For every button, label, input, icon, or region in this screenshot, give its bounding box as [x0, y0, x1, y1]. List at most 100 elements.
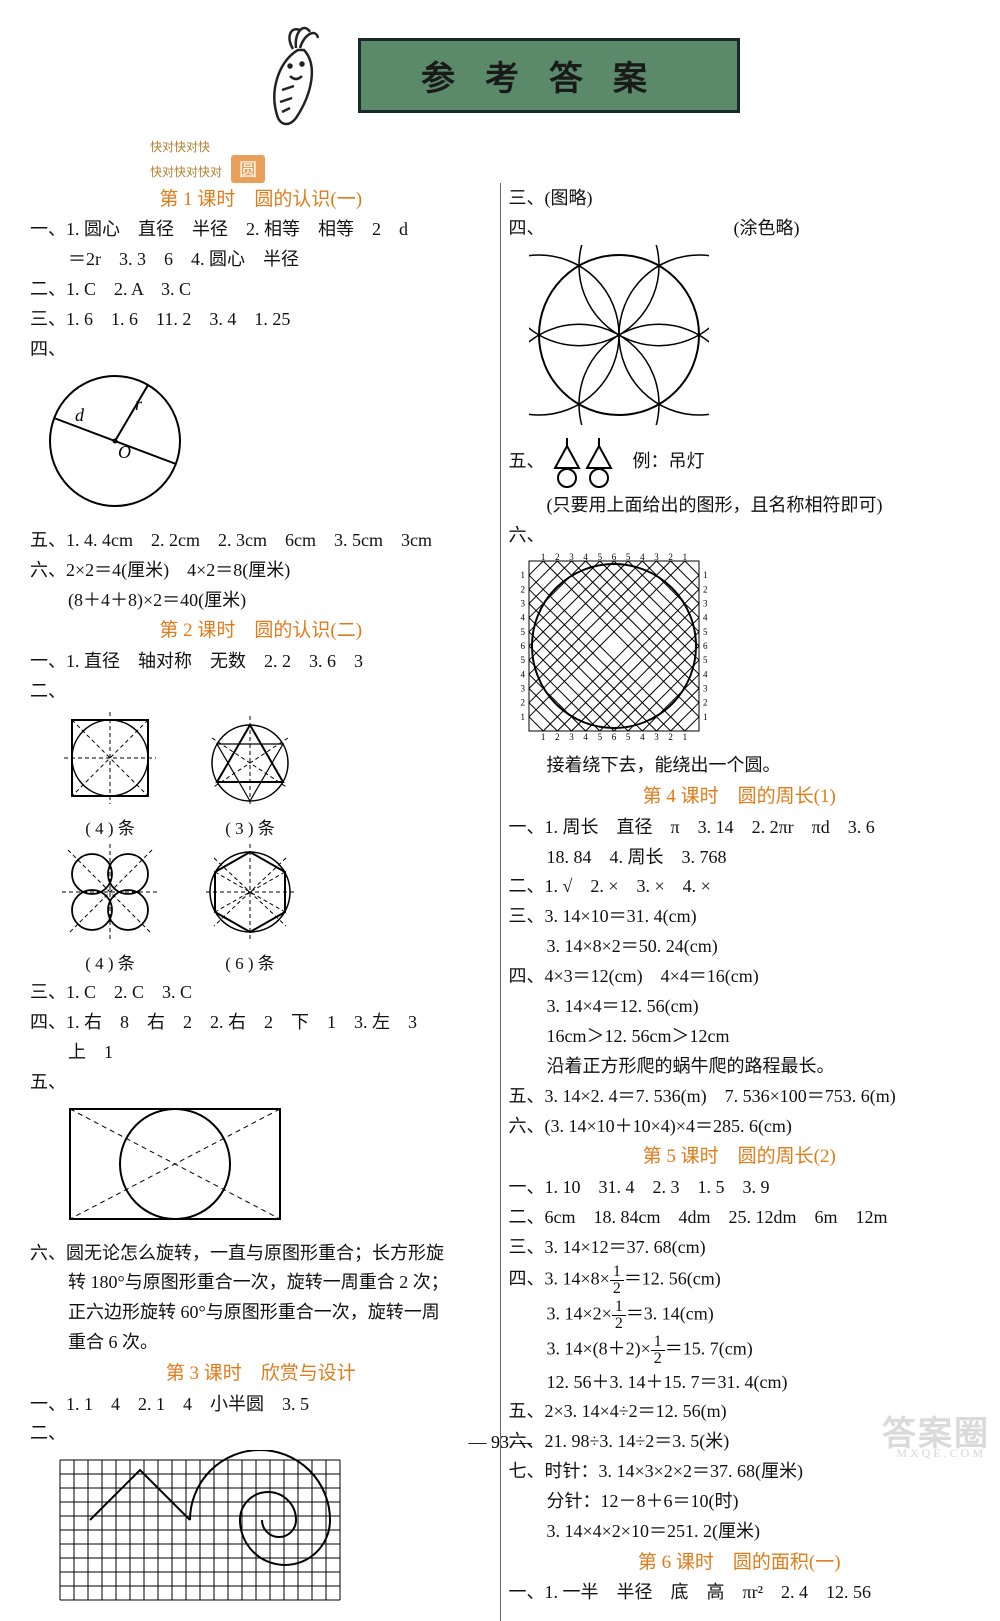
text: 三、3. 14×12＝37. 68(cm) — [509, 1234, 971, 1262]
svg-text:6: 6 — [520, 641, 525, 651]
quatrefoil-sym-icon — [60, 842, 160, 942]
svg-text:5: 5 — [597, 732, 602, 741]
text: 接着绕下去，能绕出一个圆。 — [509, 752, 971, 780]
banner-title: 参考答案 — [358, 38, 740, 113]
svg-text:6: 6 — [703, 641, 708, 651]
text: 一、1. 10 31. 4 2. 3 1. 5 3. 9 — [509, 1174, 971, 1202]
svg-text:5: 5 — [703, 627, 708, 637]
text: 四、4×3＝12(cm) 4×4＝16(cm) — [509, 963, 971, 991]
svg-text:1: 1 — [540, 732, 545, 741]
svg-text:3: 3 — [520, 599, 525, 609]
text: 四、 (涂色略) — [509, 215, 971, 243]
lesson4-title: 第 4 课时 圆的周长(1) — [509, 782, 971, 811]
text: ＝2r 3. 3 6 4. 圆心 半径 — [30, 246, 492, 274]
text: 二、1. √ 2. × 3. × 4. × — [509, 873, 971, 901]
text: 12. 56＋3. 14＋15. 7＝31. 4(cm) — [509, 1369, 971, 1397]
text: 分针：12－8＋6＝10(时) — [509, 1488, 971, 1516]
circle-diagram: O d r — [30, 366, 492, 525]
svg-text:1: 1 — [682, 732, 687, 741]
svg-text:4: 4 — [520, 613, 525, 623]
svg-text:2: 2 — [703, 585, 708, 595]
text: 五、3. 14×2. 4＝7. 536(m) 7. 536×100＝753. 6… — [509, 1083, 971, 1111]
text: 二、6cm 18. 84cm 4dm 25. 12dm 6m 12m — [509, 1204, 971, 1232]
text: 正六边形旋转 60°与原图形重合一次，旋转一周 — [30, 1299, 492, 1327]
text: 一、1. 周长 直径 π 3. 14 2. 2πr πd 3. 6 — [509, 814, 971, 842]
sym-label: ( 3 ) 条 — [200, 816, 300, 842]
text: 六、(3. 14×10＋10×4)×4＝285. 6(cm) — [509, 1113, 971, 1141]
text: 3. 14×4＝12. 56(cm) — [509, 993, 971, 1021]
svg-text:3: 3 — [569, 732, 574, 741]
text: 一、1. 1 4 2. 1 4 小半圆 3. 5 — [30, 1391, 492, 1419]
text: 二、1. C 2. A 3. C — [30, 276, 492, 304]
text: 18. 84 4. 周长 3. 768 — [509, 844, 971, 872]
text: 一、1. 圆心 直径 半径 2. 相等 相等 2 d — [30, 216, 492, 244]
svg-text:3: 3 — [654, 552, 659, 562]
svg-text:1: 1 — [540, 552, 545, 562]
text: 六、圆无论怎么旋转，一直与原图形重合；长方形旋 — [30, 1240, 492, 1268]
sym-label: ( 4 ) 条 — [60, 951, 160, 977]
svg-text:5: 5 — [520, 656, 525, 666]
r-label: r — [135, 394, 143, 414]
svg-text:2: 2 — [555, 552, 560, 562]
svg-text:4: 4 — [640, 732, 645, 741]
square-sym-icon — [60, 708, 160, 808]
text: 一、1. 直径 轴对称 无数 2. 2 3. 6 3 — [30, 648, 492, 676]
hex-sym-icon — [200, 842, 300, 942]
text: 三、1. C 2. C 3. C — [30, 979, 492, 1007]
text: 转 180°与原图形重合一次，旋转一周重合 2 次； — [30, 1269, 492, 1297]
string-art-diagram: 1111222233334444555566665555444433332222… — [509, 551, 971, 750]
symmetry-row2: ( 4 ) 条 ( 6 ) 条 — [30, 842, 492, 977]
rect-circle-diagram — [30, 1099, 492, 1238]
sym-label: ( 4 ) 条 — [60, 816, 160, 842]
page: 参考答案 快对快对快快对快对快对 圆 第 1 课时 圆的认识(一) 一、1. 圆… — [0, 0, 1000, 1465]
left-column: 第 1 课时 圆的认识(一) 一、1. 圆心 直径 半径 2. 相等 相等 2 … — [30, 183, 500, 1621]
watermark-url: MXQE.COM — [896, 1446, 986, 1461]
text: 一、1. 一半 半径 底 高 πr² 2. 4 12. 56 — [509, 1579, 971, 1607]
svg-text:1: 1 — [703, 571, 708, 581]
o-label: O — [118, 442, 131, 462]
lamp-icon — [549, 436, 619, 490]
svg-text:3: 3 — [654, 732, 659, 741]
svg-text:2: 2 — [668, 732, 673, 741]
text: 三、3. 14×10＝31. 4(cm) — [509, 903, 971, 931]
text: 上 1 — [30, 1039, 492, 1067]
text: 3. 14×(8＋2)×12＝15. 7(cm) — [509, 1334, 971, 1367]
lesson6-title: 第 6 课时 圆的面积(一) — [509, 1548, 971, 1577]
svg-text:2: 2 — [520, 585, 525, 595]
svg-text:1: 1 — [703, 712, 708, 722]
svg-text:3: 3 — [569, 552, 574, 562]
svg-text:1: 1 — [520, 571, 525, 581]
svg-text:4: 4 — [640, 552, 645, 562]
svg-text:6: 6 — [611, 552, 616, 562]
text: 3. 14×4×2×10＝251. 2(厘米) — [509, 1518, 971, 1546]
text: 五、 例：吊灯 — [509, 436, 971, 490]
svg-text:4: 4 — [703, 613, 708, 623]
text: 五、 — [30, 1069, 492, 1097]
svg-text:4: 4 — [520, 670, 525, 680]
header: 参考答案 — [30, 20, 970, 130]
svg-text:1: 1 — [520, 712, 525, 722]
columns: 第 1 课时 圆的认识(一) 一、1. 圆心 直径 半径 2. 相等 相等 2 … — [30, 183, 970, 1621]
text: (8＋4＋8)×2＝40(厘米) — [30, 587, 492, 615]
svg-text:5: 5 — [625, 732, 630, 741]
svg-text:3: 3 — [520, 684, 525, 694]
triangle-sym-icon — [200, 708, 300, 808]
flower-diagram — [509, 245, 971, 434]
svg-text:5: 5 — [597, 552, 602, 562]
symmetry-row1: ( 4 ) 条 ( 3 ) 条 — [30, 708, 492, 843]
svg-text:4: 4 — [583, 552, 588, 562]
text: 三、(图略) — [509, 185, 971, 213]
svg-text:3: 3 — [703, 684, 708, 694]
text: (只要用上面给出的图形，且名称相符即可) — [509, 492, 971, 520]
text: 3. 14×2×12＝3. 14(cm) — [509, 1299, 971, 1332]
unit-badge: 圆 — [231, 155, 265, 183]
text: 六、2×2＝4(厘米) 4×2＝8(厘米) — [30, 557, 492, 585]
svg-text:4: 4 — [583, 732, 588, 741]
svg-text:5: 5 — [703, 656, 708, 666]
text: 四、 — [30, 336, 492, 364]
d-label: d — [75, 405, 85, 425]
svg-text:2: 2 — [668, 552, 673, 562]
svg-text:6: 6 — [611, 732, 616, 741]
text: 沿着正方形爬的蜗牛爬的路程最长。 — [509, 1053, 971, 1081]
text: 四、3. 14×8×12＝12. 56(cm) — [509, 1264, 971, 1297]
